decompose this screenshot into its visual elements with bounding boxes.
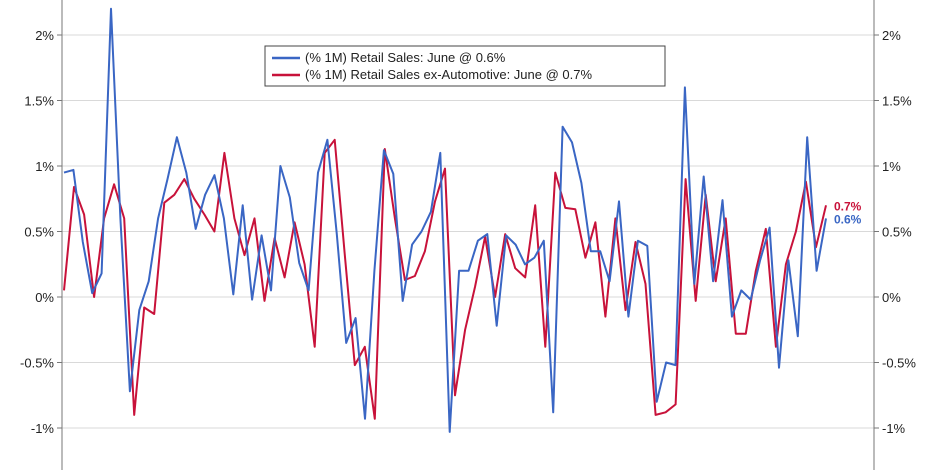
left-tick-label: -0.5% <box>20 356 54 371</box>
retail-sales-line <box>63 7 827 433</box>
right-tick-label: -1% <box>882 421 906 436</box>
left-tick-label: 0% <box>35 290 54 305</box>
right-tick-label: 0% <box>882 290 901 305</box>
legend-box <box>264 45 666 87</box>
right-tick-label: -0.5% <box>882 356 916 371</box>
end-labels: 0.6%0.7% <box>834 199 862 226</box>
series-lines <box>63 7 827 433</box>
left-tick-label: -1% <box>31 421 55 436</box>
left-tick-label: 1% <box>35 159 54 174</box>
right-tick-label: 1.5% <box>882 94 912 109</box>
legend: (% 1M) Retail Sales: June @ 0.6% (% 1M) … <box>264 45 666 87</box>
left-tick-label: 2% <box>35 28 54 43</box>
right-tick-label: 0.5% <box>882 225 912 240</box>
end-label-retail-sales-ex-auto: 0.7% <box>834 199 862 213</box>
right-tick-label: 1% <box>882 159 901 174</box>
legend-label-retail-sales: (% 1M) Retail Sales: June @ 0.6% <box>305 50 506 65</box>
left-tick-label: 0.5% <box>24 225 54 240</box>
legend-label-retail-sales-ex-auto: (% 1M) Retail Sales ex-Automotive: June … <box>305 67 592 82</box>
retail-sales-ex-auto-line <box>63 138 827 420</box>
end-label-retail-sales: 0.6% <box>834 212 862 226</box>
axis-ticks: -1% -1% -0.5% -0.5% 0% 0% 0.5% 0.5% 1% 1% 1.5% 1.5%… <box>20 28 916 436</box>
left-tick-label: 1.5% <box>24 94 54 109</box>
gridlines <box>62 34 874 429</box>
right-tick-label: 2% <box>882 28 901 43</box>
